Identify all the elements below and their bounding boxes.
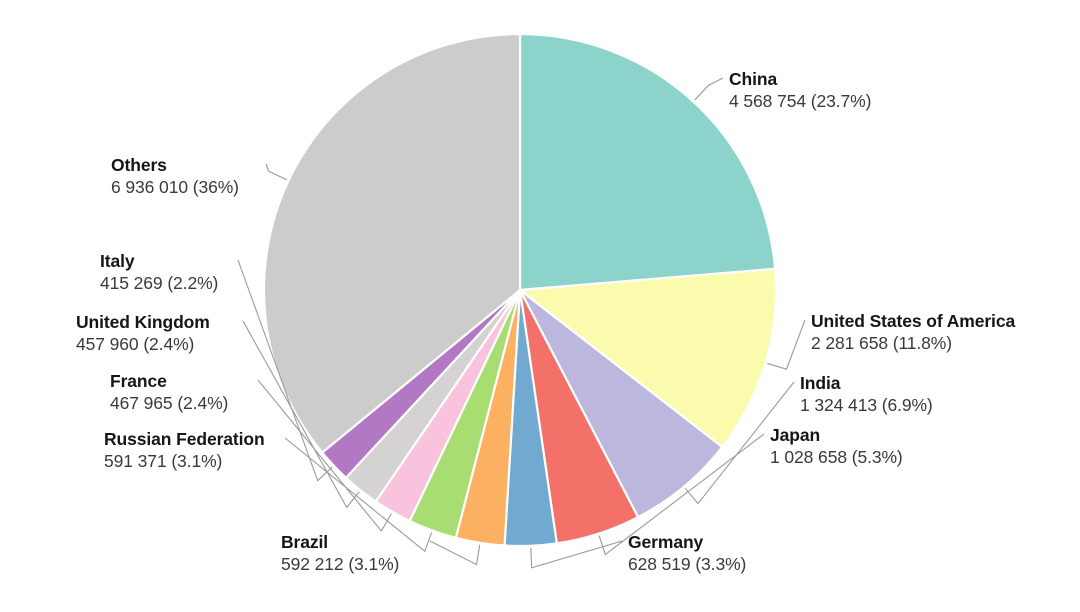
pie-slice[interactable] bbox=[518, 32, 777, 292]
leader-line bbox=[598, 433, 765, 556]
slice-label-germany-name: Germany bbox=[628, 532, 704, 552]
slice-label-india: India 1 324 413 (6.9%) bbox=[800, 372, 933, 417]
slice-label-india-name: India bbox=[800, 373, 841, 393]
slice-label-japan-value: 1 028 658 (5.3%) bbox=[770, 447, 903, 468]
slice-label-italy-name: Italy bbox=[100, 251, 135, 271]
slice-label-uk: United Kingdom 457 960 (2.4%) bbox=[76, 311, 210, 356]
slice-label-others: Others 6 936 010 (36%) bbox=[111, 154, 239, 199]
slice-label-italy: Italy 415 269 (2.2%) bbox=[100, 250, 218, 295]
leader-line bbox=[284, 437, 433, 553]
leader-line bbox=[265, 163, 287, 181]
slice-label-russia-value: 591 371 (3.1%) bbox=[104, 451, 223, 472]
slice-label-russia-name: Russian Federation bbox=[104, 429, 265, 449]
slice-label-france-name: France bbox=[110, 371, 167, 391]
slice-label-china: China 4 568 754 (23.7%) bbox=[729, 68, 871, 113]
slice-label-brazil-name: Brazil bbox=[281, 532, 329, 552]
pie-slice[interactable] bbox=[518, 288, 724, 519]
leader-lines bbox=[237, 77, 806, 569]
slice-label-usa: United States of America 2 281 658 (11.8… bbox=[811, 310, 1015, 355]
leader-line bbox=[530, 540, 623, 569]
slice-label-others-value: 6 936 010 (36%) bbox=[111, 177, 239, 198]
leader-line bbox=[242, 320, 360, 509]
slice-label-india-value: 1 324 413 (6.9%) bbox=[800, 395, 933, 416]
slice-label-uk-value: 457 960 (2.4%) bbox=[76, 334, 195, 355]
slice-label-brazil-value: 592 212 (3.1%) bbox=[281, 554, 400, 575]
leader-line bbox=[694, 77, 724, 101]
leader-line bbox=[237, 259, 333, 482]
leader-line bbox=[429, 540, 481, 566]
slice-label-others-name: Others bbox=[111, 155, 167, 175]
slice-label-usa-name: United States of America bbox=[811, 311, 1016, 331]
slice-label-france-value: 467 965 (2.4%) bbox=[110, 393, 229, 414]
slice-label-russia: Russian Federation 591 371 (3.1%) bbox=[104, 428, 265, 473]
slice-label-japan-name: Japan bbox=[770, 425, 821, 445]
slice-label-italy-value: 415 269 (2.2%) bbox=[100, 273, 219, 294]
leader-line bbox=[684, 381, 795, 505]
slice-label-japan: Japan 1 028 658 (5.3%) bbox=[770, 424, 903, 469]
slice-label-brazil: Brazil 592 212 (3.1%) bbox=[281, 531, 399, 576]
slice-label-usa-value: 2 281 658 (11.8%) bbox=[811, 333, 952, 354]
pie-slices bbox=[262, 32, 778, 548]
leader-line bbox=[767, 319, 806, 370]
pie-slice[interactable] bbox=[262, 32, 522, 454]
slice-label-germany-value: 628 519 (3.3%) bbox=[628, 554, 747, 575]
slice-label-france: France 467 965 (2.4%) bbox=[110, 370, 228, 415]
pie-slice[interactable] bbox=[518, 267, 778, 449]
slice-label-germany: Germany 628 519 (3.3%) bbox=[628, 531, 746, 576]
slice-label-china-value: 4 568 754 (23.7%) bbox=[729, 91, 872, 112]
slice-label-uk-name: United Kingdom bbox=[76, 312, 210, 332]
slice-label-china-name: China bbox=[729, 69, 778, 89]
